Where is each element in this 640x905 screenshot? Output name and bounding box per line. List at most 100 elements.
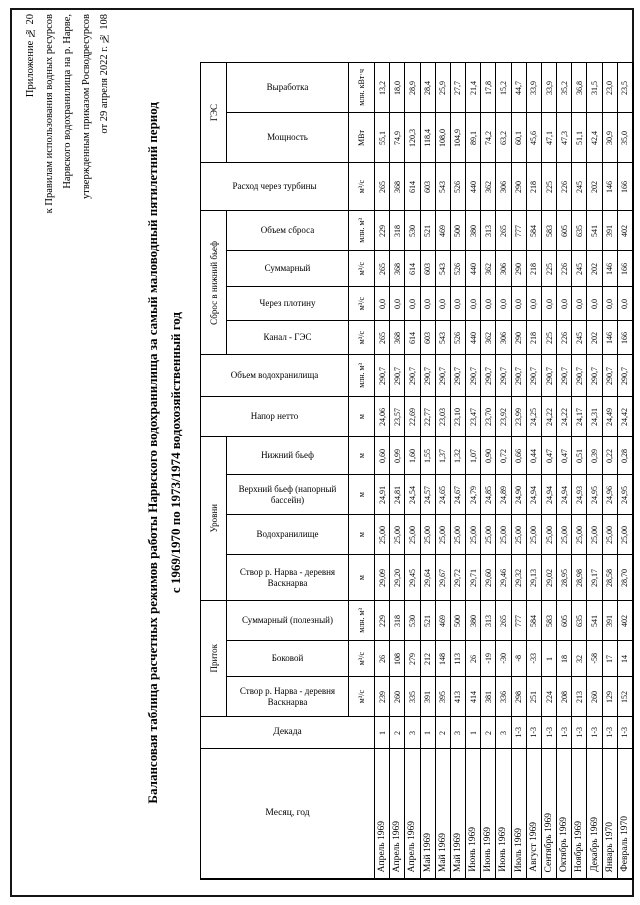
data-cell: 25,00 (496, 515, 512, 555)
header-cell: Створ р. Нарва - деревня Васкнарва (227, 555, 349, 601)
data-cell: 605 (557, 211, 573, 251)
data-cell: 24,94 (557, 475, 573, 515)
data-cell: 0,72 (496, 437, 512, 475)
month-cell: Апрель 1969 (375, 749, 391, 879)
data-cell: -19 (481, 641, 497, 677)
data-cell: 414 (466, 677, 482, 717)
decade-cell: 2 (390, 717, 406, 749)
decade-cell: 1-3 (557, 717, 573, 749)
data-cell: 290 (511, 163, 527, 211)
data-cell: 23,99 (511, 397, 527, 437)
data-cell: 635 (572, 601, 588, 641)
data-cell: 391 (420, 677, 436, 717)
data-cell: 306 (496, 321, 512, 355)
data-cell: -33 (526, 641, 542, 677)
data-cell: 24,93 (572, 475, 588, 515)
document-title: Балансовая таблица расчетных режимов раб… (145, 0, 183, 905)
document-title-line-2: с 1969/1970 по 1973/1974 водохозяйственн… (168, 311, 183, 594)
decade-cell: 3 (450, 717, 467, 749)
data-cell: 224 (541, 677, 558, 717)
data-cell: 380 (466, 211, 482, 251)
data-cell: 368 (390, 163, 406, 211)
data-cell: 290,7 (557, 355, 573, 397)
month-cell: Декабрь 1969 (587, 749, 603, 879)
data-cell: 226 (557, 163, 573, 211)
data-cell: 614 (405, 321, 421, 355)
decade-cell: 3 (405, 717, 421, 749)
month-cell: Июнь 1969 (466, 749, 482, 879)
unit-cell: м (349, 437, 375, 475)
data-cell: 29,45 (405, 555, 421, 601)
data-cell: 290,7 (420, 355, 436, 397)
data-cell: 290,7 (435, 355, 451, 397)
data-cell: 1,60 (405, 437, 421, 475)
data-cell: 218 (526, 163, 542, 211)
data-cell: 33,9 (526, 63, 542, 113)
data-cell: 23,47 (466, 397, 482, 437)
data-cell: 290,7 (375, 355, 391, 397)
data-cell: 402 (617, 211, 633, 251)
unit-cell: м³/с (349, 677, 375, 717)
data-cell: 368 (390, 321, 406, 355)
data-cell: 380 (466, 601, 482, 641)
data-cell: 469 (435, 211, 451, 251)
data-cell: 0,0 (526, 287, 542, 321)
data-cell: 24,06 (375, 397, 391, 437)
data-cell: 24,54 (405, 475, 421, 515)
month-cell: Август 1969 (526, 749, 542, 879)
data-cell: 23,5 (617, 63, 633, 113)
data-cell: 541 (587, 601, 603, 641)
data-cell: 24,17 (572, 397, 588, 437)
data-cell: 24,81 (390, 475, 406, 515)
data-cell: 0,0 (390, 287, 406, 321)
data-cell: 42,4 (587, 113, 603, 163)
data-cell: 777 (511, 211, 527, 251)
data-cell: 218 (526, 251, 542, 287)
header-cell: Расход через турбины (201, 163, 349, 211)
data-cell: 25,9 (435, 63, 451, 113)
data-cell: 55,1 (375, 113, 391, 163)
data-cell: 0,0 (435, 287, 451, 321)
appendix-line: утвержденным приказом Росводресурсов (80, 14, 92, 199)
data-cell: 25,00 (390, 515, 406, 555)
month-cell: Январь 1970 (602, 749, 618, 879)
data-cell: 24,31 (587, 397, 603, 437)
month-cell: Май 1969 (450, 749, 467, 879)
data-cell: 28,58 (602, 555, 618, 601)
data-cell: 543 (435, 321, 451, 355)
data-cell: 1,32 (450, 437, 467, 475)
decade-cell: 1-3 (541, 717, 558, 749)
data-cell: 24,25 (526, 397, 542, 437)
data-cell: 251 (526, 677, 542, 717)
data-cell: 148 (435, 641, 451, 677)
header-cell: Боковой (227, 641, 349, 677)
data-cell: 0,47 (541, 437, 558, 475)
data-cell: 335 (405, 677, 421, 717)
header-cell: Водохранилище (227, 515, 349, 555)
decade-cell: 1-3 (526, 717, 542, 749)
data-cell: 440 (466, 321, 482, 355)
unit-cell: м (349, 515, 375, 555)
data-cell: 166 (617, 163, 633, 211)
data-cell: 24,85 (481, 475, 497, 515)
data-cell: 440 (466, 163, 482, 211)
data-cell: 226 (557, 251, 573, 287)
data-cell: 584 (526, 211, 542, 251)
data-cell: 24,94 (541, 475, 558, 515)
data-cell: 26 (466, 641, 482, 677)
unit-cell: м³/с (349, 641, 375, 677)
data-cell: 0,28 (617, 437, 633, 475)
data-cell: 25,00 (572, 515, 588, 555)
data-cell: 18 (557, 641, 573, 677)
header-cell: Месяц, год (201, 749, 375, 879)
unit-cell: м³/с (349, 163, 375, 211)
data-cell: 313 (481, 211, 497, 251)
data-cell: 32 (572, 641, 588, 677)
data-cell: 290,7 (572, 355, 588, 397)
data-cell: 28,98 (572, 555, 588, 601)
data-cell: 25,00 (587, 515, 603, 555)
data-cell: 0,0 (541, 287, 558, 321)
data-cell: 24,67 (450, 475, 467, 515)
data-cell: 29,20 (390, 555, 406, 601)
data-cell: 29,46 (496, 555, 512, 601)
